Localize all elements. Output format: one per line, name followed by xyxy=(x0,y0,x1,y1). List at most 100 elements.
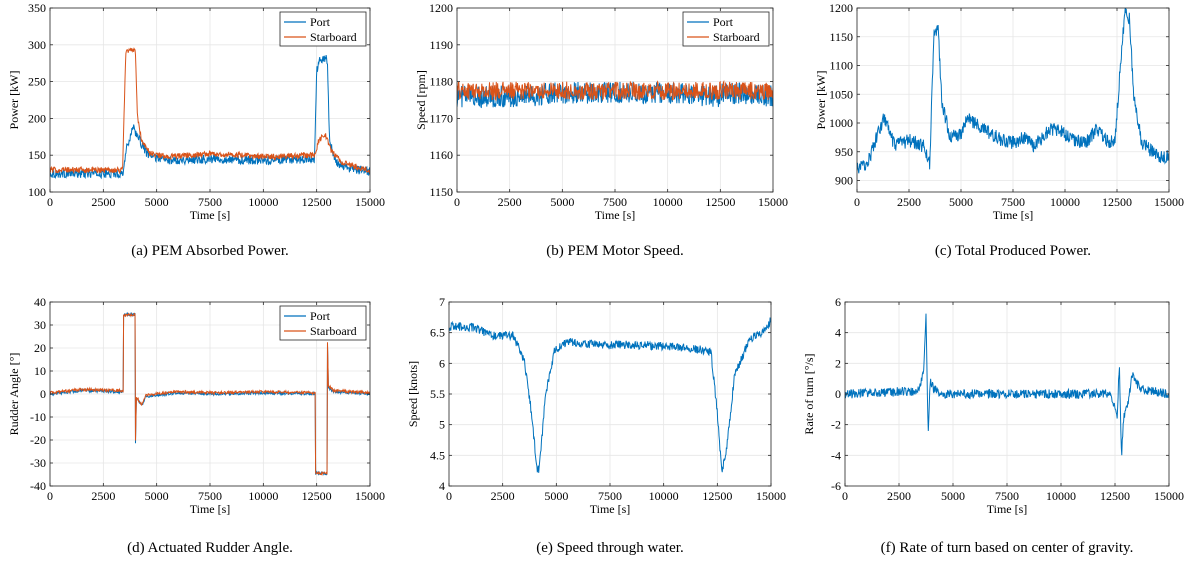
legend-label-starboard: Starboard xyxy=(713,30,760,44)
y-tick-label: 1150 xyxy=(829,30,853,44)
series-line-data xyxy=(845,313,1169,456)
x-tick-label: 5000 xyxy=(544,489,568,503)
x-tick-label: 5000 xyxy=(145,489,169,503)
y-tick-label: 5 xyxy=(439,418,445,432)
x-tick-label: 10000 xyxy=(1050,195,1080,209)
x-tick-label: 5000 xyxy=(949,195,973,209)
x-tick-label: 10000 xyxy=(653,195,683,209)
y-tick-label: 4.5 xyxy=(430,448,445,462)
y-tick-label: 4 xyxy=(439,479,445,493)
legend-label-port: Port xyxy=(310,309,331,323)
x-tick-label: 2500 xyxy=(491,489,515,503)
chart-f: 0 2500 5000 7500 10000 12500 15000 -6 -4 -2 0 2 4 6 Ti… xyxy=(802,295,1184,516)
y-tick-label: 1190 xyxy=(429,38,453,52)
x-tick-label: 0 xyxy=(854,195,860,209)
caption-a: (a) PEM Absorbed Power. xyxy=(131,243,289,259)
legend-label-port: Port xyxy=(310,15,331,29)
series-line-starboard xyxy=(457,79,773,102)
x-tick-label: 0 xyxy=(47,195,53,209)
y-tick-label: 0 xyxy=(40,387,46,401)
x-tick-label: 2500 xyxy=(91,489,115,503)
y-tick-label: 100 xyxy=(28,185,46,199)
x-tick-label: 5000 xyxy=(145,195,169,209)
legend-box xyxy=(279,305,367,341)
series-line-data xyxy=(449,317,771,473)
y-tick-label: 6 xyxy=(439,356,445,370)
y-tick-label: 1150 xyxy=(429,185,453,199)
y-tick-label: 2 xyxy=(835,356,841,370)
x-tick-label: 15000 xyxy=(1154,489,1184,503)
x-tick-label: 12500 xyxy=(1102,195,1132,209)
y-axis-label: Power [kW] xyxy=(814,71,828,130)
x-tick-label: 5000 xyxy=(550,195,574,209)
legend-box xyxy=(279,11,367,47)
x-axis-label: Time [s] xyxy=(595,208,636,222)
x-tick-label: 2500 xyxy=(498,195,522,209)
y-tick-label: 1050 xyxy=(829,87,853,101)
x-tick-label: 12500 xyxy=(302,489,332,503)
legend-label-starboard: Starboard xyxy=(310,324,357,338)
x-tick-label: 15000 xyxy=(758,195,788,209)
y-tick-label: 20 xyxy=(34,341,46,355)
y-tick-label: 1000 xyxy=(829,116,853,130)
y-tick-label: 6.5 xyxy=(430,326,445,340)
y-tick-label: 7 xyxy=(439,295,445,309)
x-tick-label: 0 xyxy=(47,489,53,503)
y-axis-label: Power [kW] xyxy=(7,71,21,130)
caption-c: (c) Total Produced Power. xyxy=(934,243,1092,259)
caption-e: (e) Speed through water. xyxy=(536,540,684,556)
x-tick-label: 7500 xyxy=(1001,195,1025,209)
x-tick-label: 12500 xyxy=(702,489,732,503)
y-axis-label: Rudder Angle [°] xyxy=(7,353,21,436)
chart-e: 0 2500 5000 7500 10000 12500 15000 4 4.5 5 5.5 6 6.5… xyxy=(406,295,786,516)
y-tick-label: -20 xyxy=(30,433,46,447)
series-line-data xyxy=(857,8,1169,174)
x-tick-label: 12500 xyxy=(302,195,332,209)
legend-label-port: Port xyxy=(713,15,734,29)
y-tick-label: 10 xyxy=(34,364,46,378)
caption-d: (d) Actuated Rudder Angle. xyxy=(127,540,293,556)
y-tick-label: 900 xyxy=(835,174,853,188)
y-tick-label: 0 xyxy=(835,387,841,401)
y-tick-label: 1200 xyxy=(829,1,853,15)
x-axis-label: Time [s] xyxy=(987,502,1028,516)
caption-f: (f) Rate of turn based on center of grav… xyxy=(880,540,1134,556)
y-tick-label: 350 xyxy=(28,1,46,15)
series-line-starboard xyxy=(50,47,370,175)
y-tick-label: 1180 xyxy=(429,75,453,89)
x-tick-label: 7500 xyxy=(598,489,622,503)
x-axis-label: Time [s] xyxy=(190,208,231,222)
y-tick-label: 4 xyxy=(835,326,841,340)
y-tick-label: 1170 xyxy=(429,111,453,125)
y-tick-label: 300 xyxy=(28,38,46,52)
caption-b: (b) PEM Motor Speed. xyxy=(546,243,684,259)
y-tick-label: -4 xyxy=(831,448,841,462)
chart-c: 0 2500 5000 7500 10000 12500 15000 900 950 1000 10… xyxy=(814,1,1184,222)
y-tick-label: -2 xyxy=(831,418,841,432)
x-tick-label: 0 xyxy=(446,489,452,503)
y-tick-label: -40 xyxy=(30,479,46,493)
x-tick-label: 10000 xyxy=(649,489,679,503)
y-tick-label: 200 xyxy=(28,111,46,125)
x-tick-label: 2500 xyxy=(897,195,921,209)
legend-label-starboard: Starboard xyxy=(310,30,357,44)
x-tick-label: 15000 xyxy=(355,195,385,209)
y-tick-label: 250 xyxy=(28,75,46,89)
x-tick-label: 0 xyxy=(842,489,848,503)
x-tick-label: 12500 xyxy=(705,195,735,209)
series-line-port xyxy=(50,55,370,180)
y-tick-label: 30 xyxy=(34,318,46,332)
x-tick-label: 5000 xyxy=(941,489,965,503)
y-tick-label: 1100 xyxy=(829,59,853,73)
x-tick-label: 2500 xyxy=(887,489,911,503)
y-tick-label: 1200 xyxy=(429,1,453,15)
y-tick-label: -6 xyxy=(831,479,841,493)
y-tick-label: -10 xyxy=(30,410,46,424)
chart-a: 0 2500 5000 7500 10000 12500 15000 100 150 200 250… xyxy=(7,1,385,222)
x-tick-label: 10000 xyxy=(248,195,278,209)
chart-b: 0 2500 5000 7500 10000 12500 15000 1150 1160 1170… xyxy=(414,1,788,222)
x-tick-label: 2500 xyxy=(91,195,115,209)
